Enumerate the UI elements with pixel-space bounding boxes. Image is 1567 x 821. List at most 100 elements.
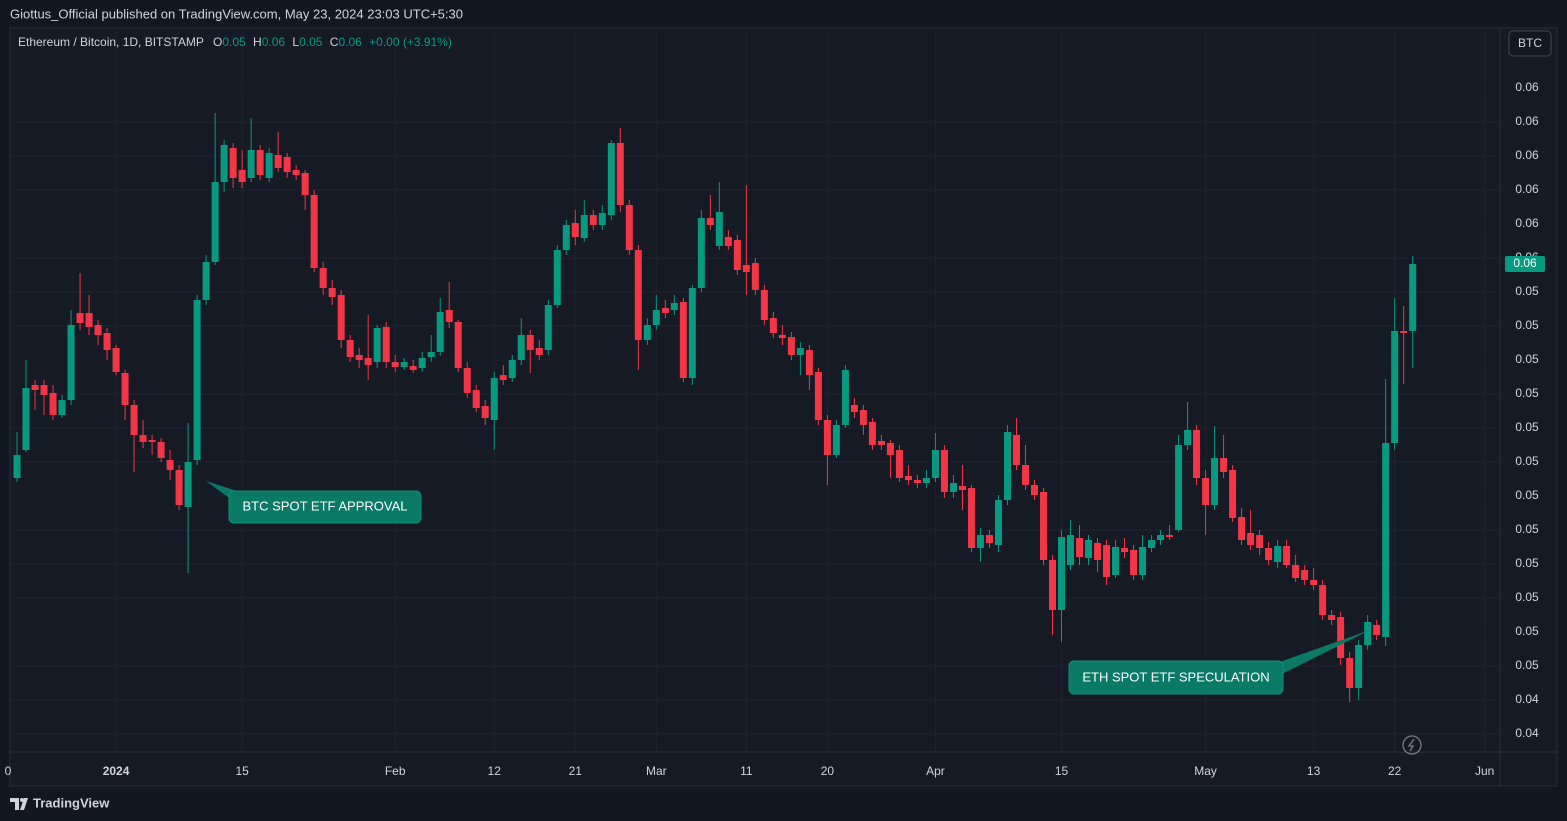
logo-dot[interactable] <box>20 798 24 802</box>
y-tick-label: 0.04 <box>1515 692 1539 706</box>
candle-body <box>841 370 849 425</box>
candle-body <box>1085 540 1093 558</box>
candle-body <box>1265 548 1273 560</box>
candle-body <box>1021 465 1029 485</box>
replay-icon[interactable] <box>1402 735 1422 755</box>
candle-body <box>823 420 831 455</box>
y-tick-label: 0.05 <box>1515 284 1539 298</box>
candle-body <box>517 335 525 360</box>
candle-body <box>166 460 174 470</box>
candle-body <box>1364 622 1372 645</box>
candle-body <box>427 352 435 357</box>
candle-body <box>31 385 39 390</box>
candle-body <box>1175 445 1183 530</box>
y-tick-label: 0.06 <box>1515 148 1539 162</box>
candle-body <box>1193 430 1201 478</box>
candle-body <box>850 405 858 412</box>
candle-body <box>328 288 336 297</box>
x-tick-label: 20 <box>821 764 835 778</box>
candle-body <box>463 368 471 393</box>
candle-body <box>202 262 210 300</box>
candle-body <box>229 148 237 178</box>
x-tick-label: Mar <box>646 764 667 778</box>
candle-body <box>40 385 48 395</box>
candle-body <box>607 143 615 215</box>
candle-body <box>598 213 606 225</box>
candle-body <box>220 145 228 182</box>
candle-body <box>1337 617 1345 658</box>
candle-body <box>1220 458 1228 472</box>
candle-body <box>103 333 111 350</box>
candle-body <box>1211 458 1219 505</box>
candle-body <box>409 366 417 370</box>
candle-body <box>724 237 732 246</box>
candle-body <box>805 350 813 375</box>
candle-body <box>913 480 921 483</box>
candle-body <box>490 378 498 420</box>
candle-body <box>76 313 84 323</box>
callout-pointer <box>1274 630 1370 674</box>
button-label[interactable]: BTC <box>1518 36 1542 50</box>
ohlc-value: 0.06 <box>338 35 362 49</box>
candle-body <box>625 205 633 250</box>
candle-body <box>1148 540 1156 548</box>
candle-body <box>580 215 588 238</box>
candle-body <box>373 328 381 362</box>
candle-body <box>292 170 300 175</box>
plot <box>13 113 1417 702</box>
candle-body <box>733 240 741 270</box>
candle-body <box>1346 658 1354 688</box>
candle-body <box>454 322 462 368</box>
y-tick-label: 0.06 <box>1515 80 1539 94</box>
candle-body <box>778 335 786 338</box>
legend: Ethereum / Bitcoin, 1D, BITSTAMP O0.05 H… <box>18 35 452 49</box>
ohlc-value: 0.06 <box>262 35 286 49</box>
candle-body <box>211 182 219 262</box>
candle-body <box>922 478 930 483</box>
candle-body <box>400 362 408 367</box>
candle-body <box>652 310 660 325</box>
callout-box <box>228 490 422 524</box>
candle-body <box>472 390 480 408</box>
candle-body <box>391 362 399 367</box>
y-tick-label: 0.05 <box>1515 318 1539 332</box>
candle-body <box>85 313 93 327</box>
candle-body <box>1094 543 1102 560</box>
candle-body <box>1391 331 1399 443</box>
last-price-label: 0.06 <box>1513 256 1537 270</box>
footer-logo[interactable]: TradingView <box>10 795 110 810</box>
candle-body <box>697 218 705 288</box>
y-tick-label: 0.06 <box>1515 182 1539 196</box>
x-tick-label: 15 <box>1055 764 1069 778</box>
candle-body <box>958 486 966 490</box>
candle-body <box>1184 430 1192 445</box>
candle-body <box>940 450 948 492</box>
candle-body <box>508 360 516 378</box>
ohlc-value: 0.05 <box>299 35 323 49</box>
y-tick-label: 0.05 <box>1515 420 1539 434</box>
candle-body <box>436 312 444 352</box>
candle-body <box>526 335 534 350</box>
candle-body <box>985 535 993 543</box>
logo-text[interactable]: TradingView <box>33 795 110 810</box>
candle-body <box>94 325 102 335</box>
candle-body <box>301 173 309 195</box>
ohlc-value: 0.05 <box>222 35 246 49</box>
button-frame[interactable] <box>1508 30 1552 57</box>
candle-body <box>1039 492 1047 560</box>
axes: 0.04 0.04 0.05 0.05 0.05 0.05 0.05 0.05 0.05 0.05… <box>5 80 1545 778</box>
candle-body <box>1256 535 1264 548</box>
callout-text: BTC SPOT ETF APPROVAL <box>243 498 408 513</box>
candle-body <box>283 157 291 172</box>
candle-body <box>112 348 120 372</box>
candle-body <box>481 406 489 418</box>
candle-body <box>886 443 894 455</box>
candle-body <box>1301 570 1309 580</box>
x-tick-label: Jun <box>1475 764 1494 778</box>
currency-button[interactable]: BTC <box>1508 30 1552 57</box>
candle-body <box>337 295 345 340</box>
icon-bolt[interactable] <box>1407 738 1415 752</box>
icon-circle[interactable] <box>1402 735 1422 755</box>
candle-body <box>1238 517 1246 540</box>
candle-body <box>661 308 669 313</box>
